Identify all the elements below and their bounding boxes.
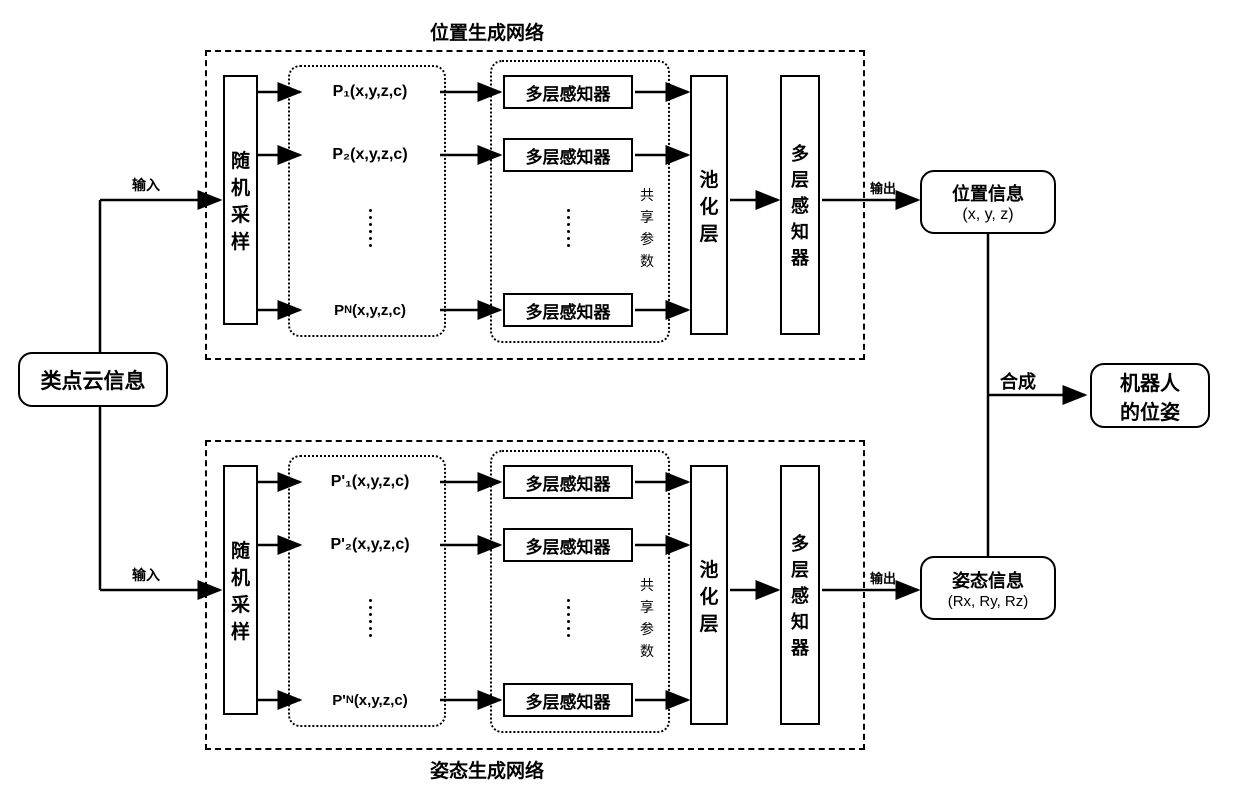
att-info-sub: (Rx, Ry, Rz): [948, 593, 1029, 610]
mlp-top-1: 多层感知器: [503, 75, 633, 109]
mlp-bot-2: 多层感知器: [503, 528, 633, 562]
output-l2: 的位姿: [1120, 396, 1180, 425]
output-label-top: 输出: [870, 178, 896, 197]
vdots-p-top: [360, 188, 380, 268]
sample-bot: 随机采样: [223, 465, 258, 715]
ppn: P'N(x,y,z,c): [300, 686, 440, 714]
pp1: P'₁(x,y,z,c): [300, 468, 440, 496]
p1: P₁(x,y,z,c): [300, 78, 440, 106]
vdots-mlp-top: [558, 188, 578, 268]
pos-info: 位置信息 (x, y, z): [920, 170, 1056, 234]
input-label-bot: 输入: [132, 565, 160, 585]
mlp2-top: 多层感知器: [780, 75, 820, 335]
compose-label: 合成: [1000, 368, 1036, 394]
input-text: 类点云信息: [41, 365, 146, 395]
mlp-bot-n: 多层感知器: [503, 683, 633, 717]
p2: P₂(x,y,z,c): [300, 141, 440, 169]
share-top: 共享参数: [640, 185, 654, 271]
mlp-top-n: 多层感知器: [503, 293, 633, 327]
att-info: 姿态信息 (Rx, Ry, Rz): [920, 556, 1056, 620]
output-label-bot: 输出: [870, 568, 896, 587]
pn: PN(x,y,z,c): [300, 296, 440, 324]
mlp-top-2: 多层感知器: [503, 138, 633, 172]
sample-top-text: 随: [231, 146, 250, 173]
mlp2-bot: 多层感知器: [780, 465, 820, 725]
att-net-title: 姿态生成网络: [430, 756, 544, 783]
pool-top: 池化层: [690, 75, 728, 335]
att-info-title: 姿态信息: [952, 567, 1024, 593]
pos-info-sub: (x, y, z): [962, 206, 1013, 224]
vdots-mlp-bot: [558, 578, 578, 658]
vdots-p-bot: [360, 578, 380, 658]
sample-top: 随机采样: [223, 75, 258, 325]
pos-net-title: 位置生成网络: [430, 18, 544, 45]
output-l1: 机器人: [1120, 367, 1180, 396]
output-node: 机器人 的位姿: [1090, 363, 1210, 428]
share-bot: 共享参数: [640, 575, 654, 661]
input-node: 类点云信息: [18, 352, 168, 407]
input-label-top: 输入: [132, 175, 160, 195]
mlp-bot-1: 多层感知器: [503, 465, 633, 499]
pos-info-title: 位置信息: [952, 180, 1024, 206]
pp2: P'₂(x,y,z,c): [300, 531, 440, 559]
pool-bot: 池化层: [690, 465, 728, 725]
